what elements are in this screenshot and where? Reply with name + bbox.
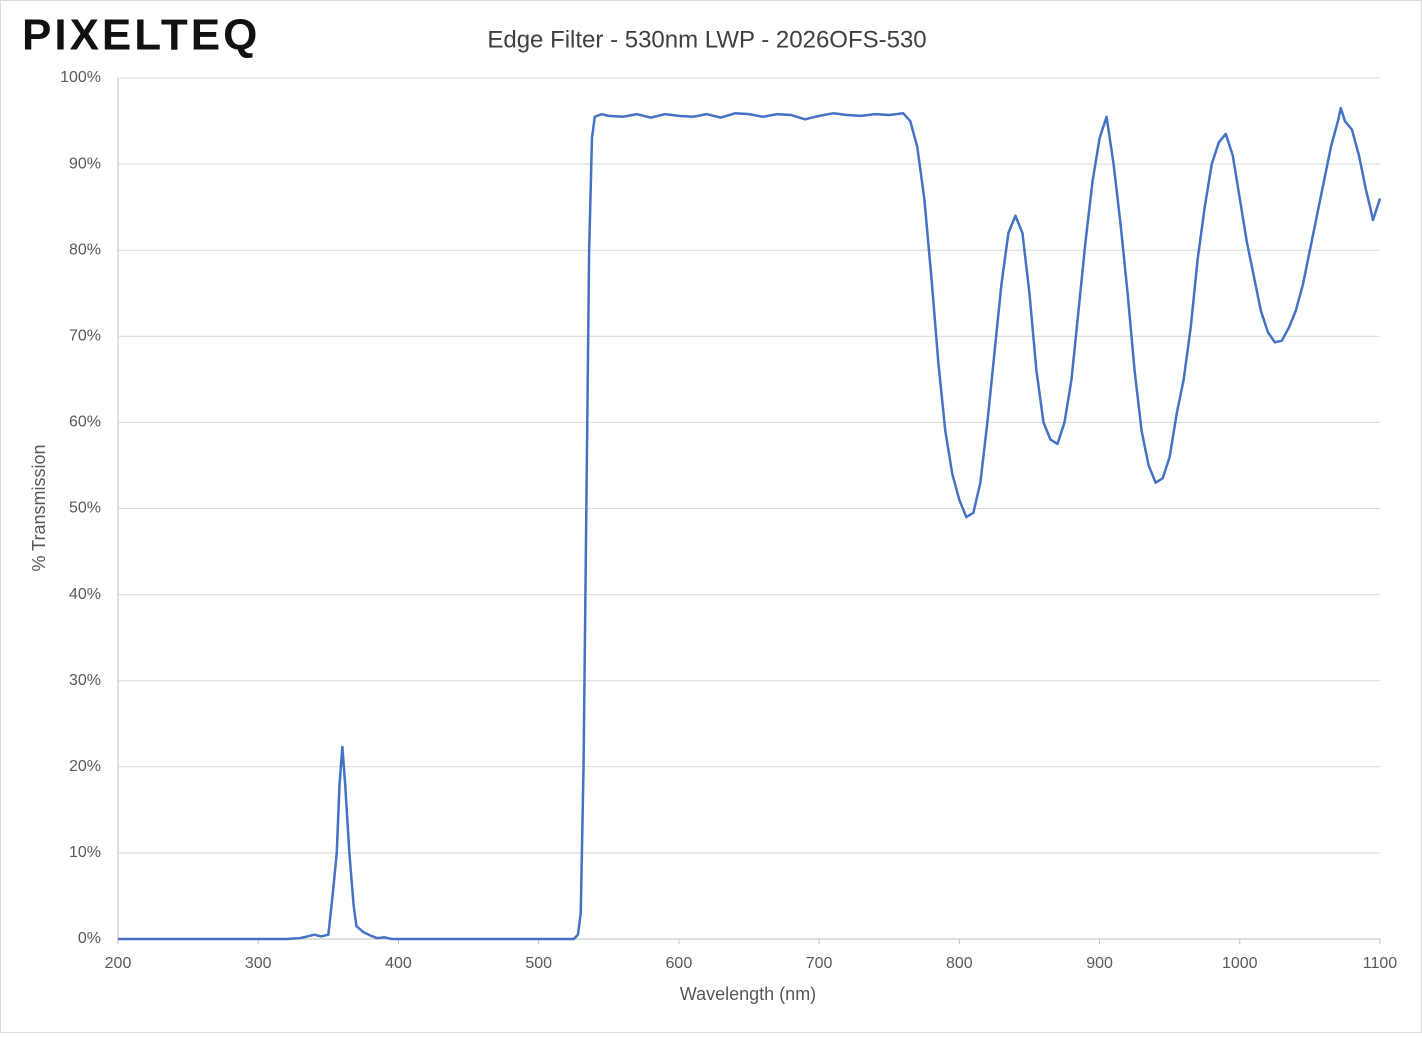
y-tick-label: 0% (78, 930, 101, 947)
x-tick-label: 500 (525, 955, 552, 972)
x-tick-label: 700 (806, 955, 833, 972)
y-tick-label: 40% (69, 586, 101, 603)
x-tick-label: 200 (105, 955, 132, 972)
x-tick-label: 800 (946, 955, 973, 972)
x-tick-label: 300 (245, 955, 272, 972)
y-axis-title: % Transmission (29, 444, 49, 571)
y-tick-label: 70% (69, 328, 101, 345)
x-axis-title: Wavelength (nm) (680, 984, 816, 1004)
x-tick-label: 900 (1086, 955, 1113, 972)
y-tick-label: 80% (69, 241, 101, 258)
chart-title: Edge Filter - 530nm LWP - 2026OFS-530 (487, 26, 926, 53)
y-tick-label: 50% (69, 500, 101, 517)
x-tick-label: 1100 (1363, 955, 1398, 972)
y-tick-label: 100% (60, 69, 101, 86)
x-tick-label: 600 (666, 955, 693, 972)
x-tick-label: 1000 (1222, 955, 1258, 972)
data-line (118, 106, 1382, 941)
x-tick-label: 400 (385, 955, 412, 972)
y-tick-label: 90% (69, 155, 101, 172)
y-tick-label: 60% (69, 414, 101, 431)
y-tick-label: 20% (69, 758, 101, 775)
y-tick-label: 30% (69, 672, 101, 689)
logo: PIXELTEQ (22, 11, 260, 60)
y-tick-label: 10% (69, 844, 101, 861)
